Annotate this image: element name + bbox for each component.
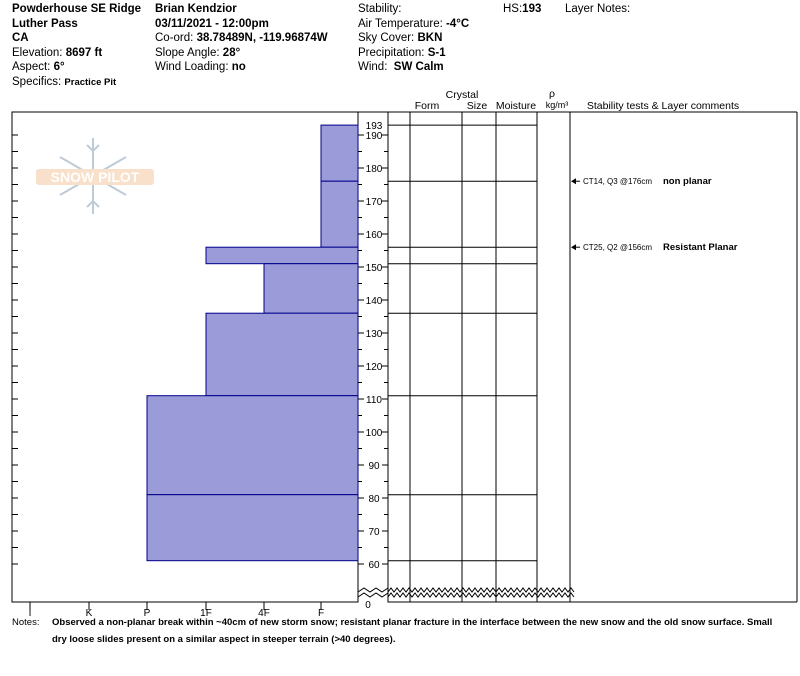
- test-code-2: CT25, Q2 @156cm: [583, 243, 652, 252]
- snowpilot-logo: SNOW PILOT: [36, 138, 154, 214]
- hardness-label-I: I: [29, 608, 32, 619]
- hardness-layer-2: [320, 180, 359, 248]
- coordinates: Co-ord: 38.78489N, -119.96874W: [155, 32, 328, 45]
- state-name: CA: [12, 32, 29, 45]
- test-marker-arrow: [571, 178, 576, 185]
- depth-label-60: 60: [368, 560, 380, 571]
- sky-cover: Sky Cover: BKN: [358, 32, 443, 45]
- observation-datetime: 03/11/2021 - 12:00pm: [155, 17, 269, 30]
- test-comment-2: Resistant Planar: [663, 242, 738, 253]
- hardness-layer-5: [205, 312, 359, 397]
- header-col-conditions: Stability: Air Temperature: -4°C Sky Cov…: [358, 2, 469, 75]
- axis-break-zigzag-1: [357, 587, 389, 593]
- notes-section: Notes: Observed a non-planar break within…: [12, 614, 797, 648]
- test-marker-arrow: [571, 244, 576, 251]
- depth-label-190: 190: [366, 131, 383, 142]
- header-col-observer: Brian Kendzior 03/11/2021 - 12:00pm Co-o…: [155, 2, 328, 75]
- stability-header: Stability tests & Layer comments: [587, 100, 739, 112]
- slope-angle: Slope Angle: 28°: [155, 46, 241, 59]
- depth-label-160: 160: [366, 230, 383, 241]
- hardness-layer-6: [146, 395, 359, 496]
- stability: Stability:: [358, 3, 402, 15]
- hardness-layer-7: [146, 494, 359, 562]
- hardness-label-1F: 1F: [200, 608, 212, 619]
- depth-label-120: 120: [366, 362, 383, 373]
- hardness-label-P: P: [144, 608, 151, 619]
- stability-tests: CT14, Q3 @176cm non planar CT25, Q2 @156cm…: [571, 176, 738, 253]
- density-symbol: ρ: [549, 88, 555, 100]
- elevation: Elevation: 8697 ft: [12, 46, 103, 59]
- hardness-label-F: F: [318, 608, 324, 619]
- snow-height: HS:193: [503, 3, 542, 15]
- depth-label-110: 110: [366, 395, 382, 406]
- moisture-header: Moisture: [496, 100, 536, 112]
- hardness-left-ticks: [12, 134, 18, 565]
- depth-label-150: 150: [366, 263, 383, 274]
- area-name: Luther Pass: [12, 17, 78, 30]
- depth-label-70: 70: [368, 527, 380, 538]
- depth-label-100: 100: [366, 428, 383, 439]
- layer-table: Crystal Form Size Moisture ρ kg/m³ Stabi…: [357, 88, 739, 603]
- observer-name: Brian Kendzior: [155, 3, 237, 15]
- depth-label-top: 193: [366, 121, 383, 132]
- hardness-label-4F: 4F: [258, 608, 270, 619]
- form-header: Form: [415, 100, 440, 112]
- depth-label-zero: 0: [365, 600, 371, 611]
- notes-label: Notes:: [12, 617, 40, 628]
- depth-label-90: 90: [368, 461, 380, 472]
- density-unit: kg/m³: [546, 100, 569, 110]
- test-code-1: CT14, Q3 @176cm: [583, 177, 652, 186]
- layer-table-frame: [387, 111, 571, 603]
- precipitation: Precipitation: S-1: [358, 46, 446, 59]
- wind: Wind: SW Calm: [358, 61, 444, 74]
- depth-break-zigzag-2: [387, 592, 575, 598]
- depth-label-180: 180: [366, 164, 383, 175]
- axis-break-zigzag-2: [357, 592, 389, 598]
- notes-line-1: Observed a non-planar break within ~40cm…: [52, 617, 773, 628]
- hardness-layer-3: [205, 246, 359, 265]
- logo-text: SNOW PILOT: [51, 169, 140, 185]
- header-col-location: Powderhouse SE Ridge Luther Pass CA Elev…: [12, 2, 141, 91]
- test-comment-1: non planar: [663, 176, 712, 187]
- depth-label-80: 80: [368, 494, 380, 505]
- aspect: Aspect: 6°: [12, 61, 65, 74]
- hardness-layers: [146, 124, 359, 562]
- depth-label-170: 170: [366, 197, 383, 208]
- air-temperature: Air Temperature: -4°C: [358, 17, 470, 30]
- depth-axis: 60 70 80 90 100 110 120 130 140 150 160 170 180 19019…: [358, 111, 388, 611]
- location-name: Powderhouse SE Ridge: [12, 3, 142, 15]
- depth-label-140: 140: [366, 296, 383, 307]
- stability-column: [570, 111, 798, 603]
- depth-label-130: 130: [366, 329, 383, 340]
- hardness-layer-4: [263, 263, 359, 314]
- hardness-axis: I K P 1F 4F F: [29, 602, 324, 619]
- size-header: Size: [467, 100, 488, 112]
- layer-notes-label: Layer Notes:: [565, 3, 631, 15]
- wind-loading: Wind Loading: no: [155, 61, 246, 74]
- notes-line-2: dry loose slides present on a similar as…: [52, 634, 396, 645]
- specifics: Specifics: Practice Pit: [12, 75, 117, 88]
- hardness-label-K: K: [86, 608, 93, 619]
- depth-break-zigzag-1: [387, 587, 575, 593]
- crystal-header: Crystal: [446, 89, 479, 101]
- hardness-layer-1: [320, 124, 359, 182]
